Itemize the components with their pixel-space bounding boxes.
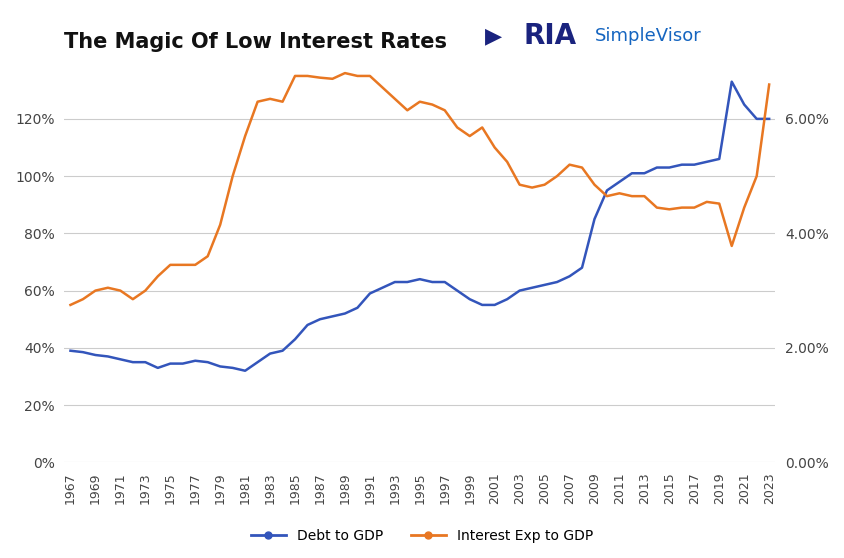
Text: The Magic Of Low Interest Rates: The Magic Of Low Interest Rates — [64, 32, 447, 52]
Text: SimpleVisor: SimpleVisor — [595, 27, 701, 45]
Text: RIA: RIA — [523, 22, 576, 50]
Text: ▶: ▶ — [485, 26, 502, 46]
Legend: Debt to GDP, Interest Exp to GDP: Debt to GDP, Interest Exp to GDP — [246, 523, 598, 549]
